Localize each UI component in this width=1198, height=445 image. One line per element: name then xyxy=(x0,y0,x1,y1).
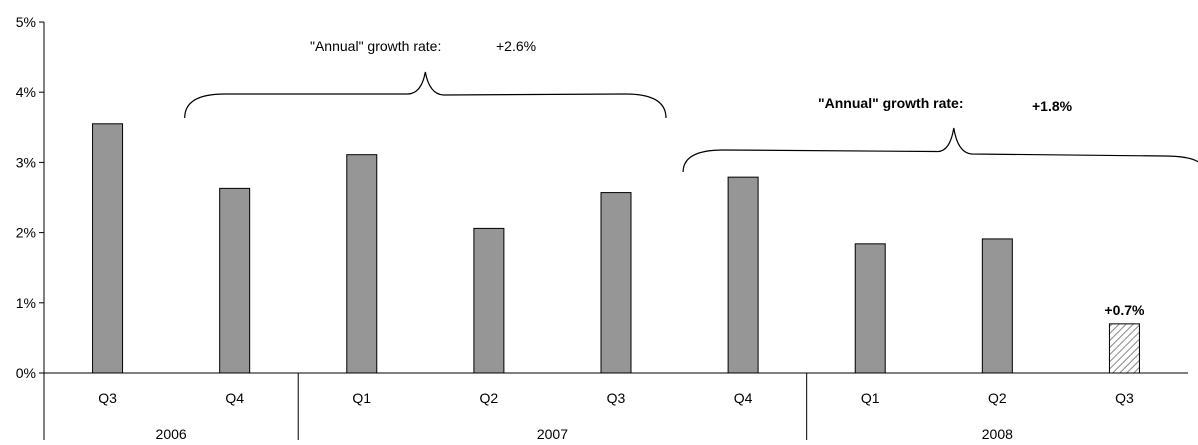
year-label: 2007 xyxy=(537,426,568,440)
y-tick-label: 0% xyxy=(16,365,36,381)
annotation-brace xyxy=(184,71,667,119)
x-tick-label: Q4 xyxy=(734,390,753,406)
bar xyxy=(981,238,1013,374)
bar xyxy=(854,243,886,374)
x-tick-label: Q1 xyxy=(352,390,371,406)
x-tick-label: Q3 xyxy=(1115,390,1134,406)
annotation-label: "Annual" growth rate: xyxy=(310,38,441,54)
bar xyxy=(600,192,632,374)
x-tick-label: Q3 xyxy=(607,390,626,406)
annotation-value: +1.8% xyxy=(1032,98,1073,114)
bar xyxy=(346,154,378,374)
bar xyxy=(219,187,251,374)
bar-value-label: +0.7% xyxy=(1104,302,1145,318)
x-tick-label: Q2 xyxy=(480,390,499,406)
annotation-label: "Annual" growth rate: xyxy=(818,95,964,111)
y-tick-label: 5% xyxy=(16,14,36,30)
bar-hatched xyxy=(1108,323,1140,374)
annotation-value: +2.6% xyxy=(496,38,536,54)
annotation-brace xyxy=(682,127,1198,173)
x-tick-label: Q4 xyxy=(225,390,244,406)
y-tick-label: 1% xyxy=(16,295,36,311)
y-tick-label: 2% xyxy=(16,225,36,241)
year-label: 2006 xyxy=(156,426,187,440)
y-tick-label: 4% xyxy=(16,84,36,100)
bar xyxy=(473,227,505,374)
y-tick-label: 3% xyxy=(16,154,36,170)
year-label: 2008 xyxy=(982,426,1013,440)
bar xyxy=(92,123,124,374)
x-tick-label: Q3 xyxy=(98,390,117,406)
x-tick-label: Q1 xyxy=(861,390,880,406)
bar xyxy=(727,176,759,374)
x-tick-label: Q2 xyxy=(988,390,1007,406)
